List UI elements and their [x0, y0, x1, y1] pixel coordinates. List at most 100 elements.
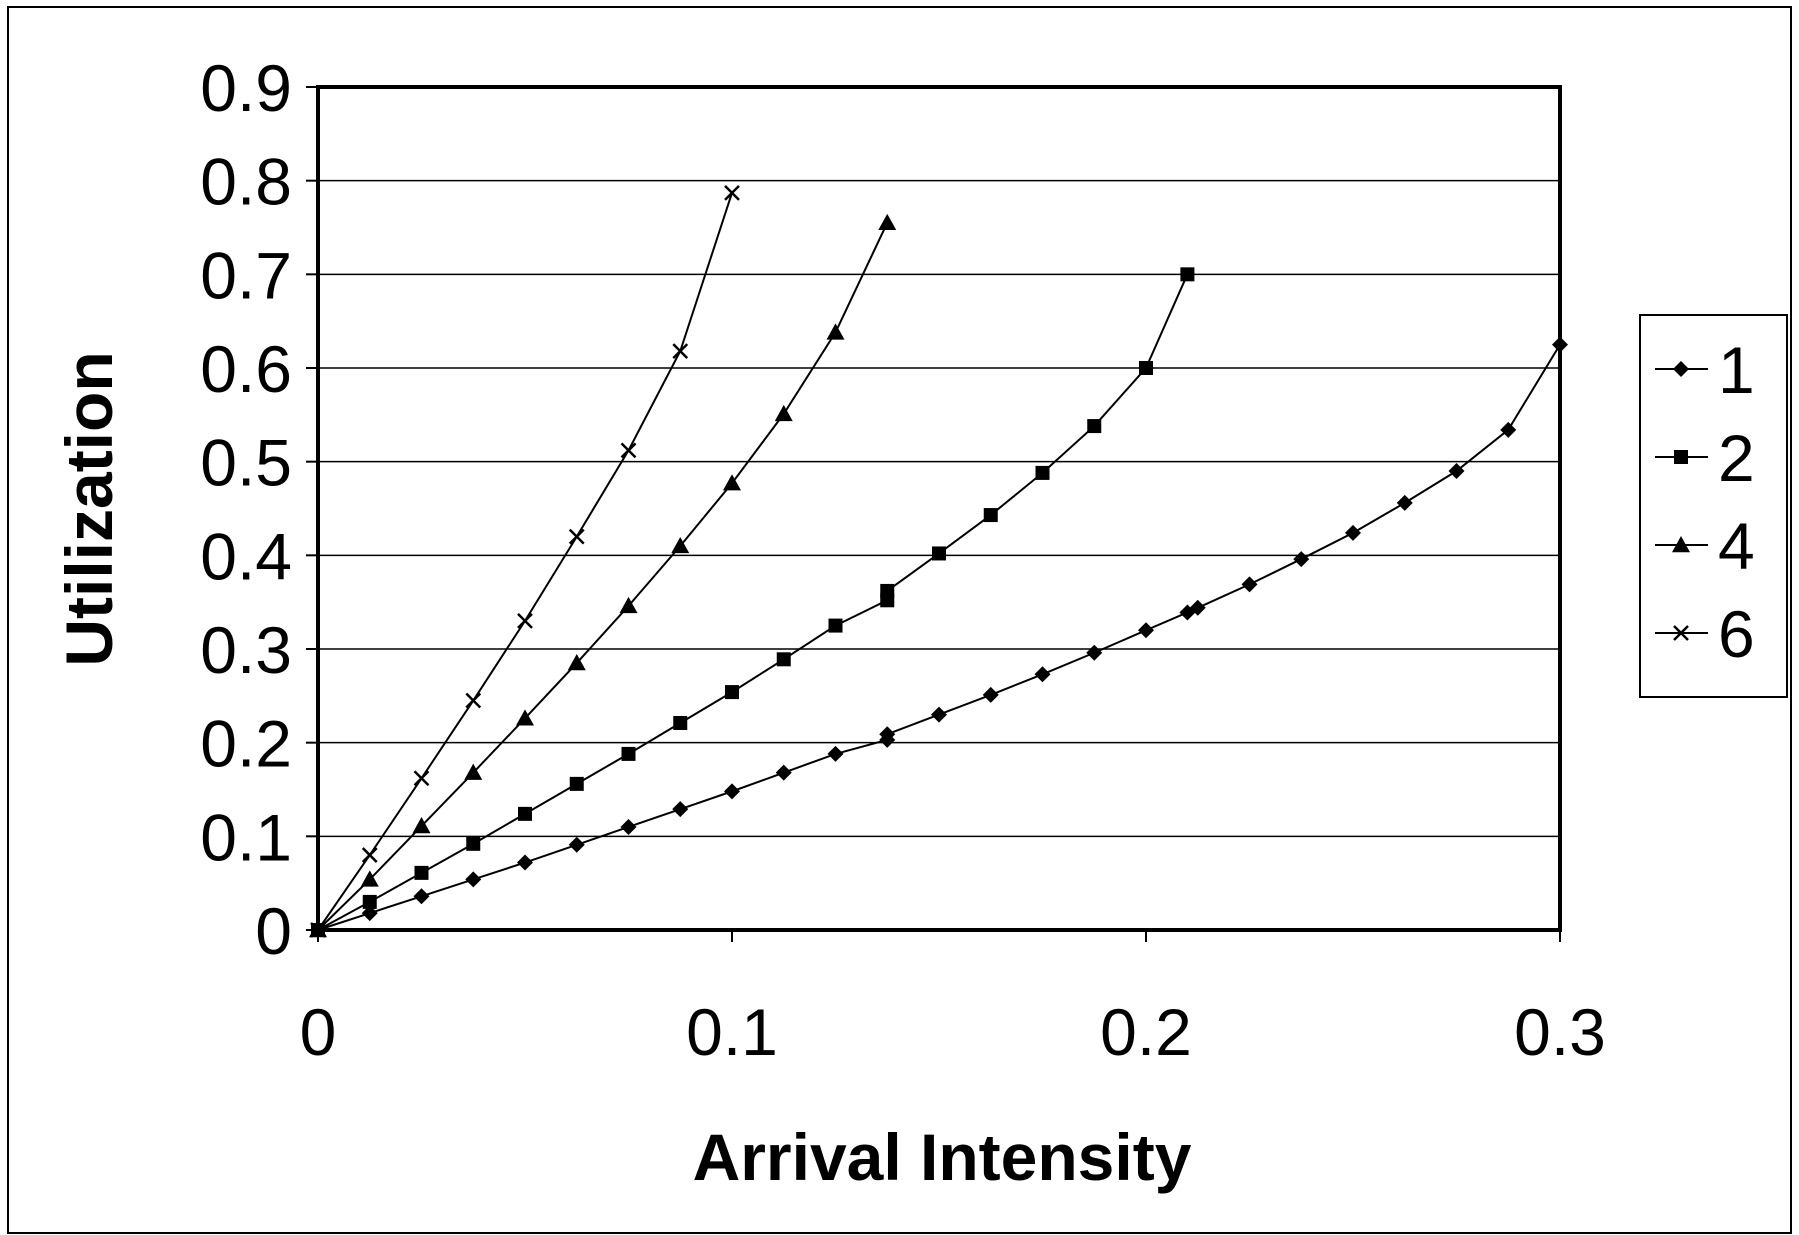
- plot-area-frame: [316, 85, 1562, 932]
- series-1-point: [724, 783, 740, 800]
- series-6-point-stroke: [620, 442, 637, 459]
- x-tick-label: 0.1: [686, 995, 778, 1069]
- legend-swatch-marker: [1672, 536, 1690, 553]
- series-4-point: [774, 404, 793, 422]
- series-1-point: [361, 905, 378, 922]
- series-4-point: [516, 709, 534, 726]
- series-4-point: [412, 817, 431, 834]
- series-4-point: [671, 536, 690, 554]
- grid-lines: [318, 179, 1560, 838]
- series-1-point: [879, 726, 896, 743]
- y-tick-label: 0: [255, 894, 292, 968]
- y-tick-label: 0.2: [200, 707, 292, 781]
- series-6-point-stroke: [724, 184, 740, 201]
- x-axis-ticks: 0 0.1 0.2 0.3: [300, 930, 1606, 1069]
- series-6-point-stroke: [310, 922, 326, 938]
- series-2-point: [828, 618, 843, 633]
- legend-item-1: 1: [1655, 333, 1755, 407]
- series-2-point: [673, 715, 688, 730]
- series-2-point: [983, 508, 998, 523]
- series-6-point-stroke: [465, 692, 482, 709]
- y-tick-label: 0.9: [200, 51, 292, 125]
- series-6-point: [724, 184, 740, 201]
- y-tick-label: 0.5: [200, 426, 292, 500]
- series-1-point: [1189, 599, 1206, 616]
- series-6-point-stroke: [361, 847, 378, 863]
- x-tick-label: 0: [300, 995, 337, 1069]
- series-2-point: [1087, 419, 1102, 434]
- series-1-point: [1396, 494, 1413, 511]
- series-2-point: [621, 746, 636, 761]
- legend: 1 2 4 6: [1639, 314, 1788, 698]
- figure-border: [7, 6, 1792, 1234]
- series-1-point: [1500, 421, 1517, 438]
- legend-item-6: 6: [1655, 597, 1755, 671]
- series-2-point: [362, 894, 377, 909]
- series-2-point: [1180, 267, 1195, 282]
- legend-swatch-marker-stroke: [1673, 625, 1689, 641]
- series-2-point: [1035, 465, 1050, 480]
- series-6-point-stroke: [672, 343, 689, 360]
- legend-items: 1 2 4 6: [1655, 333, 1755, 671]
- y-tick-label: 0.4: [200, 519, 292, 593]
- series-6-point: [517, 613, 533, 629]
- series-1-point: [931, 706, 947, 723]
- series-1: [310, 336, 1568, 938]
- y-tick-label: 0.1: [200, 800, 292, 874]
- series-1-point: [620, 818, 637, 835]
- x-axis-title: Arrival Intensity: [693, 1120, 1192, 1194]
- series-2: [311, 267, 1195, 937]
- y-tick-label: 0.6: [200, 332, 292, 406]
- series-1-point: [1293, 551, 1310, 568]
- series-2-point: [1139, 361, 1153, 375]
- series-1-point: [775, 764, 792, 781]
- series-2-point: [466, 836, 481, 851]
- y-tick-label: 0.7: [200, 238, 292, 312]
- legend-swatch-marker: [1674, 450, 1688, 464]
- series-1-point: [1034, 666, 1051, 683]
- series-6-point: [672, 343, 689, 360]
- series-2-point: [932, 546, 946, 561]
- x-tick-label: 0.2: [1100, 995, 1192, 1069]
- series-group: [309, 184, 1568, 938]
- legend-box: [1639, 314, 1788, 698]
- y-tick-label: 0.3: [200, 613, 292, 687]
- series-4-point: [619, 596, 638, 614]
- series-4-point: [360, 870, 379, 887]
- series-6-point-stroke: [568, 528, 585, 545]
- legend-item-2: 2: [1655, 421, 1755, 495]
- y-axis-ticks: 0 0.1 0.2 0.3 0.4 0.5 0.6 0.7 0.8 0.9: [200, 51, 318, 968]
- series-1-point: [982, 686, 999, 703]
- series-4-point: [723, 474, 741, 491]
- series-1-point: [1138, 622, 1154, 639]
- series-6-point-stroke: [517, 613, 533, 629]
- y-tick-label: 0.8: [200, 145, 292, 219]
- series-1-point: [1448, 463, 1465, 480]
- series-6-point: [620, 442, 637, 459]
- series-2-point: [569, 776, 584, 791]
- series-6: [310, 184, 740, 938]
- series-1-point: [1345, 524, 1361, 541]
- legend-label: 2: [1718, 421, 1755, 495]
- series-1-point: [465, 871, 482, 888]
- series-1-point: [1552, 336, 1568, 353]
- legend-item-4: 4: [1655, 509, 1755, 583]
- legend-swatch-marker: [1673, 625, 1689, 641]
- legend-label: 6: [1718, 597, 1755, 671]
- series-1-point: [517, 854, 533, 871]
- series-2-point: [725, 685, 739, 700]
- series-2-point: [414, 865, 429, 880]
- series-1-point: [672, 801, 689, 818]
- series-2-point: [518, 806, 532, 821]
- series-4-point: [878, 213, 897, 231]
- series-6-point: [361, 847, 378, 863]
- series-1-point: [568, 836, 585, 853]
- series-6-point: [568, 528, 585, 545]
- series-1-point: [827, 745, 844, 762]
- series-6-point: [465, 692, 482, 709]
- series-2-point: [776, 652, 791, 667]
- series-6-point: [413, 770, 430, 787]
- series-1-point: [1241, 576, 1258, 593]
